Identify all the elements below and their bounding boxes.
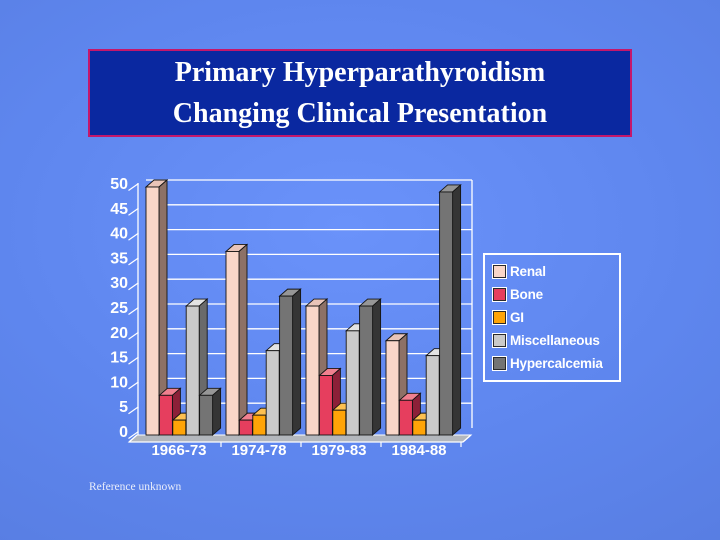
x-axis-label-1979-83: 1979-83 [311, 442, 366, 459]
bar-GI-1974-78 [252, 414, 267, 436]
x-axis-label-1984-88: 1984-88 [391, 442, 446, 459]
bar-GI-1984-88 [412, 419, 427, 436]
y-axis-label-30: 30 [110, 275, 128, 292]
y-tick-5 [128, 406, 139, 415]
x-axis-right-corner [462, 434, 472, 443]
bar-Miscellaneous-1974-78 [265, 350, 280, 436]
title-line-1: Primary Hyperparathyroidism [174, 57, 546, 88]
y-tick-40 [128, 232, 139, 241]
bar-Renal-1974-78 [225, 251, 240, 436]
y-tick-50 [128, 183, 139, 191]
bar-GI-1966-73 [172, 419, 187, 436]
bar-Renal-1979-83 [305, 305, 320, 436]
title-line-2: Changing Clinical Presentation [172, 98, 548, 129]
y-axis-label-35: 35 [110, 250, 128, 267]
bar-Hypercalcemia-1966-73 [199, 394, 214, 436]
y-axis-label-20: 20 [110, 325, 128, 342]
legend-label: Renal [510, 264, 546, 279]
x-axis-left-corner [128, 434, 138, 443]
y-tick-20 [128, 331, 139, 340]
bar-Bone-1979-83 [318, 375, 333, 436]
legend-label: Bone [510, 287, 543, 302]
y-axis-label-0: 0 [119, 424, 128, 441]
y-axis-label-15: 15 [110, 350, 128, 367]
bar-Miscellaneous-1966-73 [185, 305, 200, 436]
y-tick-15 [128, 356, 139, 365]
x-axis-label-1966-73: 1966-73 [151, 442, 206, 459]
y-tick-45 [128, 207, 139, 216]
legend-swatch-bone [493, 288, 506, 301]
legend-label: Hypercalcemia [510, 356, 603, 371]
legend-label: Miscellaneous [510, 333, 600, 348]
chart-legend: Renal Bone GI Miscellaneous Hypercalcemia [483, 253, 621, 382]
reference-note: Reference unknown [89, 481, 182, 493]
bar-Miscellaneous-1979-83 [345, 330, 360, 436]
y-axis-label-45: 45 [110, 201, 128, 218]
legend-item-miscellaneous: Miscellaneous [492, 329, 615, 352]
bar-Hypercalcemia-1979-83 [359, 305, 374, 436]
legend-swatch-gi [493, 311, 506, 324]
legend-swatch-miscellaneous [493, 334, 506, 347]
y-tick-30 [128, 282, 139, 291]
bar-Bone-1966-73 [158, 394, 173, 436]
bar-Bone-1974-78 [238, 419, 253, 436]
bar-GI-1979-83 [332, 409, 347, 436]
legend-item-renal: Renal [492, 260, 615, 283]
bar-Hypercalcemia-1984-88 [439, 191, 454, 436]
y-tick-10 [128, 381, 139, 390]
y-axis-label-40: 40 [110, 226, 128, 243]
bar-side-Hypercalcemia-1974-78 [292, 288, 302, 436]
y-tick-25 [128, 307, 139, 315]
bar-side-Hypercalcemia-1984-88 [452, 183, 462, 436]
bar-Hypercalcemia-1974-78 [279, 295, 294, 436]
bar-side-Hypercalcemia-1966-73 [212, 387, 222, 436]
legend-item-bone: Bone [492, 283, 615, 306]
legend-item-gi: GI [492, 306, 615, 329]
y-tick-0 [128, 431, 139, 439]
bar-side-Hypercalcemia-1979-83 [372, 298, 382, 436]
bar-side-Renal-1974-78 [238, 243, 248, 436]
x-axis-label-1974-78: 1974-78 [231, 442, 286, 459]
legend-item-hypercalcemia: Hypercalcemia [492, 352, 615, 375]
bar-Renal-1966-73 [145, 186, 160, 436]
y-axis-label-50: 50 [110, 176, 128, 193]
y-axis-label-10: 10 [110, 374, 128, 391]
chart-floor [127, 434, 473, 443]
bar-Miscellaneous-1984-88 [425, 355, 440, 436]
y-axis-label-25: 25 [110, 300, 128, 317]
legend-label: GI [510, 310, 524, 325]
legend-swatch-renal [493, 265, 506, 278]
y-tick-35 [128, 257, 139, 266]
legend-swatch-hypercalcemia [493, 357, 506, 370]
y-axis-label-5: 5 [119, 399, 128, 416]
bar-Bone-1984-88 [398, 399, 413, 436]
title-box: Primary Hyperparathyroidism Changing Cli… [88, 49, 632, 137]
bar-Renal-1984-88 [385, 340, 400, 436]
